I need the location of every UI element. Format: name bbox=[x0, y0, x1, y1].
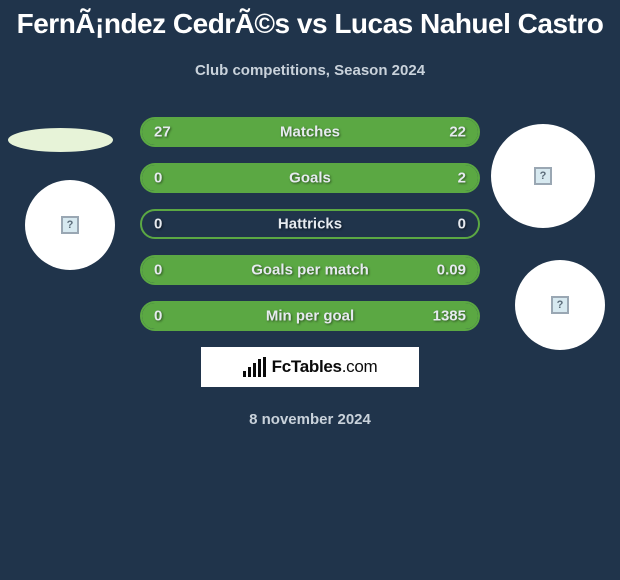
stat-label: Goals bbox=[289, 170, 331, 187]
brand-name: FcTables bbox=[272, 357, 342, 376]
stat-right-value: 0.09 bbox=[437, 262, 466, 279]
stat-right-value: 1385 bbox=[433, 308, 466, 325]
brand-logo: FcTables.com bbox=[201, 347, 419, 387]
subtitle: Club competitions, Season 2024 bbox=[0, 62, 620, 79]
stat-bar: 0 Hattricks 0 bbox=[140, 209, 480, 239]
stat-label: Hattricks bbox=[278, 216, 342, 233]
stat-bar: 27 Matches 22 bbox=[140, 117, 480, 147]
stat-label: Goals per match bbox=[251, 262, 369, 279]
stat-bar: 0 Goals per match 0.09 bbox=[140, 255, 480, 285]
stat-label: Matches bbox=[280, 124, 340, 141]
stat-bar: 0 Min per goal 1385 bbox=[140, 301, 480, 331]
brand-domain: .com bbox=[342, 357, 378, 376]
stat-left-value: 0 bbox=[154, 170, 162, 187]
brand-bars-icon bbox=[243, 357, 266, 377]
brand-text: FcTables.com bbox=[272, 357, 378, 377]
stat-left-value: 0 bbox=[154, 262, 162, 279]
stat-right-value: 22 bbox=[449, 124, 466, 141]
date-line: 8 november 2024 bbox=[0, 411, 620, 428]
stat-bar: 0 Goals 2 bbox=[140, 163, 480, 193]
stats-area: 27 Matches 22 0 Goals 2 0 Hattricks 0 0 Goals per … bbox=[0, 117, 620, 331]
page-title: FernÃ¡ndez CedrÃ©s vs Lucas Nahuel Castr… bbox=[0, 0, 620, 40]
stat-right-value: 0 bbox=[458, 216, 466, 233]
stat-left-value: 0 bbox=[154, 308, 162, 325]
stat-label: Min per goal bbox=[266, 308, 354, 325]
stat-right-value: 2 bbox=[458, 170, 466, 187]
stat-left-value: 0 bbox=[154, 216, 162, 233]
stat-left-value: 27 bbox=[154, 124, 171, 141]
